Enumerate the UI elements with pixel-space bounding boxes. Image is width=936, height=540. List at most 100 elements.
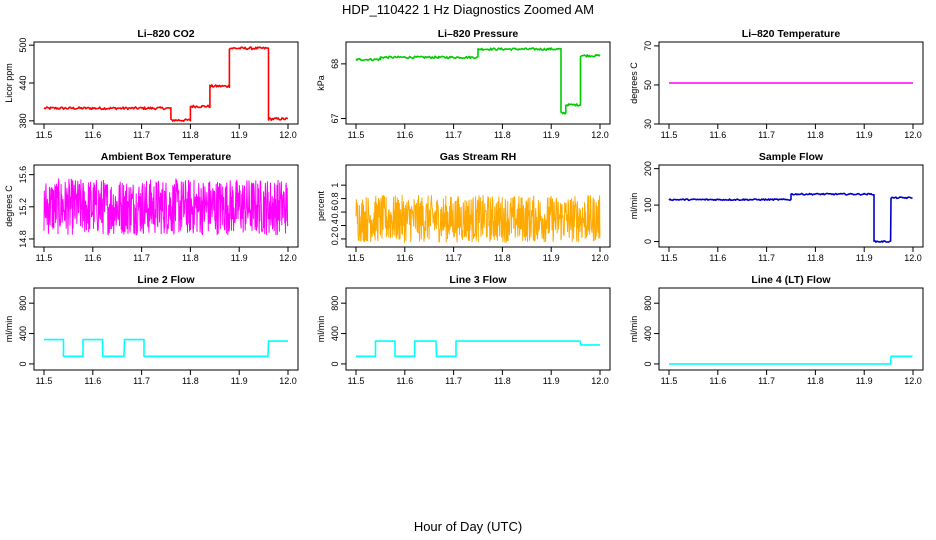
panel-title: Line 2 Flow [137, 274, 195, 286]
x-tick-label: 11.6 [396, 130, 413, 140]
y-tick-label: 15.6 [18, 166, 28, 184]
panel-title: Li–820 Temperature [742, 28, 841, 40]
y-tick-label: 200 [643, 161, 653, 176]
x-tick-label: 11.5 [661, 253, 678, 263]
series-line-line-2 [44, 338, 288, 358]
x-tick-label: 11.5 [661, 376, 678, 386]
y-axis-label: ml/min [629, 316, 639, 343]
y-tick-label: 68 [330, 59, 340, 69]
x-tick-label: 12.0 [904, 376, 922, 386]
x-tick-label: 12.0 [904, 253, 922, 263]
x-tick-label: 11.8 [494, 253, 511, 263]
x-tick-label: 11.7 [758, 253, 775, 263]
x-tick-label: 11.6 [84, 130, 101, 140]
y-tick-label: 0 [18, 361, 28, 366]
x-tick-label: 12.0 [279, 253, 297, 263]
y-tick-label: 500 [18, 38, 28, 53]
x-tick-label: 11.6 [709, 253, 726, 263]
x-tick-label: 11.6 [709, 130, 726, 140]
y-tick-label: 440 [18, 75, 28, 90]
x-tick-label: 11.7 [445, 130, 462, 140]
x-tick-label: 11.7 [133, 253, 150, 263]
y-axis-label: ml/min [316, 316, 326, 343]
series-line-sample-flow [668, 192, 913, 243]
y-tick-label: 100 [643, 198, 653, 213]
plot-frame [345, 41, 611, 125]
x-tick-label: 11.5 [661, 130, 678, 140]
x-tick-label: 11.8 [494, 130, 511, 140]
y-tick-label: 800 [643, 296, 653, 311]
panel-2: Li–820 Pressure 11.5 11.6 11.7 11.8 11.9 12.0 6… [316, 28, 611, 140]
x-tick-label: 11.8 [182, 253, 199, 263]
y-tick-label: 0.8 [330, 192, 340, 205]
x-tick-label: 11.5 [348, 376, 365, 386]
x-tick-label: 12.0 [591, 130, 609, 140]
y-tick-label: 30 [643, 119, 653, 129]
panel-5: Gas Stream RH 11.5 11.6 11.7 11.8 11.9 12.0 0.2… [316, 151, 611, 263]
y-tick-label: 0.4 [330, 219, 340, 232]
x-tick-label: 11.8 [182, 376, 199, 386]
series-line-co2 [43, 46, 289, 122]
panel-title: Sample Flow [759, 151, 824, 163]
series-line-line-4 [669, 355, 913, 365]
x-tick-label: 11.7 [133, 376, 150, 386]
x-tick-label: 11.9 [543, 376, 560, 386]
plot-frame [658, 164, 924, 248]
x-tick-label: 11.5 [36, 376, 53, 386]
x-tick-label: 11.7 [758, 130, 775, 140]
y-axis-label: percent [316, 190, 326, 221]
y-axis-label: degrees C [4, 185, 14, 227]
x-tick-label: 12.0 [591, 376, 609, 386]
y-axis-label: ml/min [629, 193, 639, 220]
x-tick-label: 11.9 [856, 376, 873, 386]
x-tick-label: 11.5 [36, 253, 53, 263]
y-tick-label: 400 [18, 326, 28, 341]
x-tick-label: 11.8 [807, 253, 824, 263]
y-tick-label: 67 [330, 114, 340, 124]
y-axis-label: ml/min [4, 316, 14, 343]
plot-frame [345, 287, 611, 371]
x-tick-label: 11.6 [396, 253, 413, 263]
y-tick-label: 400 [330, 326, 340, 341]
y-tick-label: 70 [643, 41, 653, 51]
panel-3: Li–820 Temperature 11.5 11.6 11.7 11.8 11.9 12… [629, 28, 924, 140]
x-tick-label: 11.6 [84, 376, 101, 386]
y-tick-label: 400 [643, 326, 653, 341]
panel-7: Line 2 Flow 11.5 11.6 11.7 11.8 11.9 12.0 0 400 8… [4, 274, 299, 386]
y-tick-label: 0 [643, 361, 653, 366]
y-tick-label: 800 [18, 296, 28, 311]
x-tick-label: 11.9 [231, 253, 248, 263]
y-tick-label: 800 [330, 296, 340, 311]
x-tick-label: 11.8 [807, 376, 824, 386]
x-tick-label: 12.0 [279, 376, 297, 386]
y-axis-label: kPa [316, 75, 326, 91]
x-tick-label: 11.6 [709, 376, 726, 386]
series-line-pressure [355, 47, 601, 115]
x-tick-label: 11.9 [543, 130, 560, 140]
x-tick-label: 11.5 [36, 130, 53, 140]
panel-title: Line 4 (LT) Flow [751, 274, 831, 286]
panel-title: Line 3 Flow [449, 274, 507, 286]
x-tick-label: 11.8 [182, 130, 199, 140]
y-tick-label: 0.6 [330, 206, 340, 219]
series-line-rh [355, 194, 601, 243]
figure-xlabel: Hour of Day (UTC) [414, 519, 522, 534]
plot-frame [33, 41, 299, 125]
panels-group: Li–820 CO2 11.5 11.6 11.7 11.8 11.9 12.0 380 440… [4, 28, 924, 386]
x-tick-label: 11.5 [348, 130, 365, 140]
panel-9: Line 4 (LT) Flow 11.5 11.6 11.7 11.8 11.9 12.0… [629, 274, 924, 386]
panel-8: Line 3 Flow 11.5 11.6 11.7 11.8 11.9 12.0 0 400 8… [316, 274, 611, 386]
plot-frame [345, 164, 611, 248]
x-tick-label: 11.9 [856, 130, 873, 140]
x-tick-label: 11.7 [758, 376, 775, 386]
y-tick-label: 14.8 [18, 230, 28, 248]
x-tick-label: 11.9 [856, 253, 873, 263]
series-line-box-temp [43, 178, 289, 236]
x-tick-label: 11.9 [231, 376, 248, 386]
y-tick-label: 0.2 [330, 233, 340, 246]
x-tick-label: 11.6 [396, 376, 413, 386]
x-tick-label: 11.5 [348, 253, 365, 263]
y-tick-label: 50 [643, 80, 653, 90]
series-line-line-3 [356, 340, 600, 358]
